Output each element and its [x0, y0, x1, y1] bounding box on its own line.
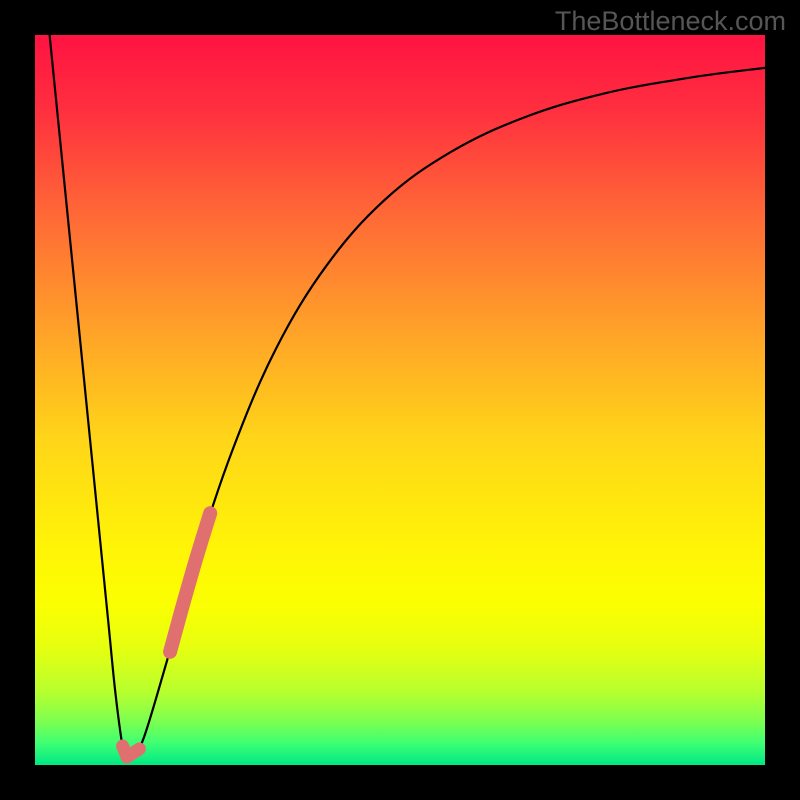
- plot-background: [35, 35, 765, 765]
- watermark-text: TheBottleneck.com: [555, 6, 786, 37]
- highlight-dot: [127, 749, 139, 757]
- bottleneck-chart: [0, 0, 800, 800]
- chart-container: TheBottleneck.com: [0, 0, 800, 800]
